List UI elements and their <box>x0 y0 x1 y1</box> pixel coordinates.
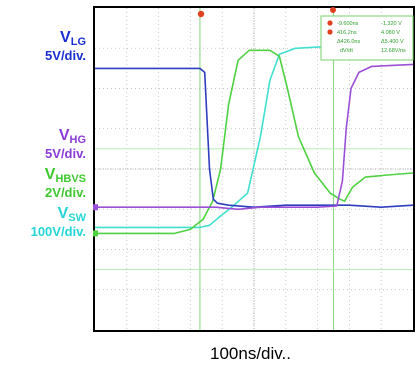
channel-scale-vsw: 100V/div. <box>30 223 86 239</box>
graticule <box>95 8 413 330</box>
channel-name-vlg: VLG <box>60 29 86 48</box>
readout-3-col1: Δ426.0ns <box>337 39 360 45</box>
cursor-a-marker <box>330 7 336 13</box>
trace-vlg <box>95 67 414 208</box>
cursor-markers <box>197 7 336 18</box>
readout-2-col1: 416.2ns <box>337 30 357 36</box>
cursor-readout-box: -9.600ns -1.320 V 416.2ns 4.080 V Δ426.0… <box>320 15 414 61</box>
oscilloscope-screen: -9.600ns -1.320 V 416.2ns 4.080 V Δ426.0… <box>93 6 415 332</box>
readout-1-col1: -9.600ns <box>337 21 359 27</box>
trigger-marker <box>197 10 205 18</box>
channel-label-vhg: VHG 5V/div. <box>0 127 86 161</box>
channel-name-vhbvs: VHBVS <box>44 166 86 185</box>
ref-marker-vhg <box>93 204 98 211</box>
channel-scale-vhbvs: 2V/div. <box>45 184 86 200</box>
readout-3-col2: Δ5.400 V <box>381 39 404 45</box>
readout-4-col2: 12.68V/ns <box>381 48 406 54</box>
channel-reference-markers <box>93 204 98 237</box>
channel-scale-vhg: 5V/div. <box>45 145 86 161</box>
readout-2-col2: 4.080 V <box>381 30 400 36</box>
x-axis-label: 100ns/div.. <box>210 344 291 363</box>
cursors <box>95 8 413 330</box>
readout-dot-2 <box>327 29 333 35</box>
channel-name-vsw: VSW <box>57 205 86 224</box>
channel-name-vhg: VHG <box>58 127 86 146</box>
trace-vhbvs <box>95 49 414 235</box>
readout-4-col1: dV/dt <box>340 48 353 54</box>
channel-label-vlg: VLG 5V/div. <box>0 29 86 63</box>
ref-marker-vhbvs <box>93 230 98 237</box>
trace-vhg <box>95 63 414 211</box>
channel-label-vsw: VSW 100V/div. <box>0 205 86 239</box>
channel-scale-vlg: 5V/div. <box>45 47 86 63</box>
channel-label-vhbvs: VHBVS 2V/div. <box>0 166 86 200</box>
readout-dot-1 <box>327 20 333 26</box>
readout-1-col2: -1.320 V <box>381 21 402 27</box>
readout-frame <box>320 15 414 61</box>
